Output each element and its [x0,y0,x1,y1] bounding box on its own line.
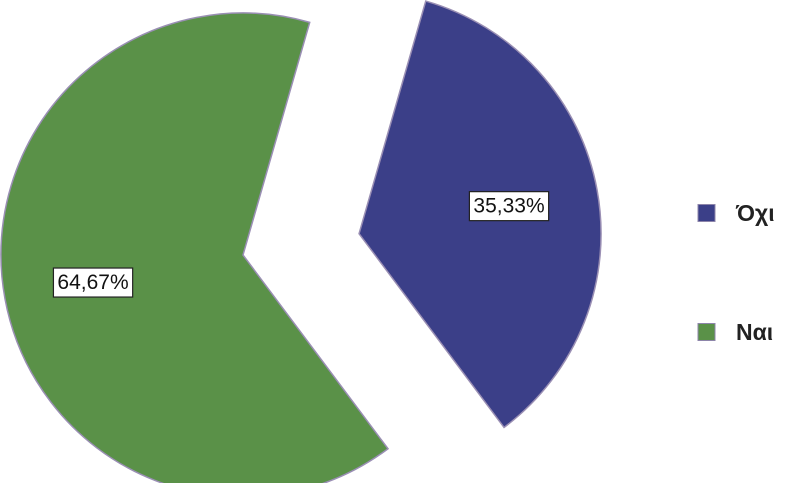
data-label-box [468,191,550,222]
pie-slice-2 [0,12,390,483]
legend-item-2: Ναι [697,319,773,345]
legend-swatch [697,323,716,341]
data-label-box [52,267,134,298]
data-label-2: 64,67% [52,267,134,298]
legend: Όχι Ναι [697,200,775,345]
pie-data-labels: 35,33% 64,67% [52,191,550,298]
data-label-text: 64,67% [57,271,128,294]
legend-swatch [697,204,716,222]
data-label-text: 35,33% [473,195,544,218]
data-label-1: 35,33% [468,191,550,222]
pie-slices [0,0,602,483]
legend-label: Ναι [736,319,773,345]
legend-label: Όχι [735,200,775,226]
legend-item-1: Όχι [697,200,775,226]
